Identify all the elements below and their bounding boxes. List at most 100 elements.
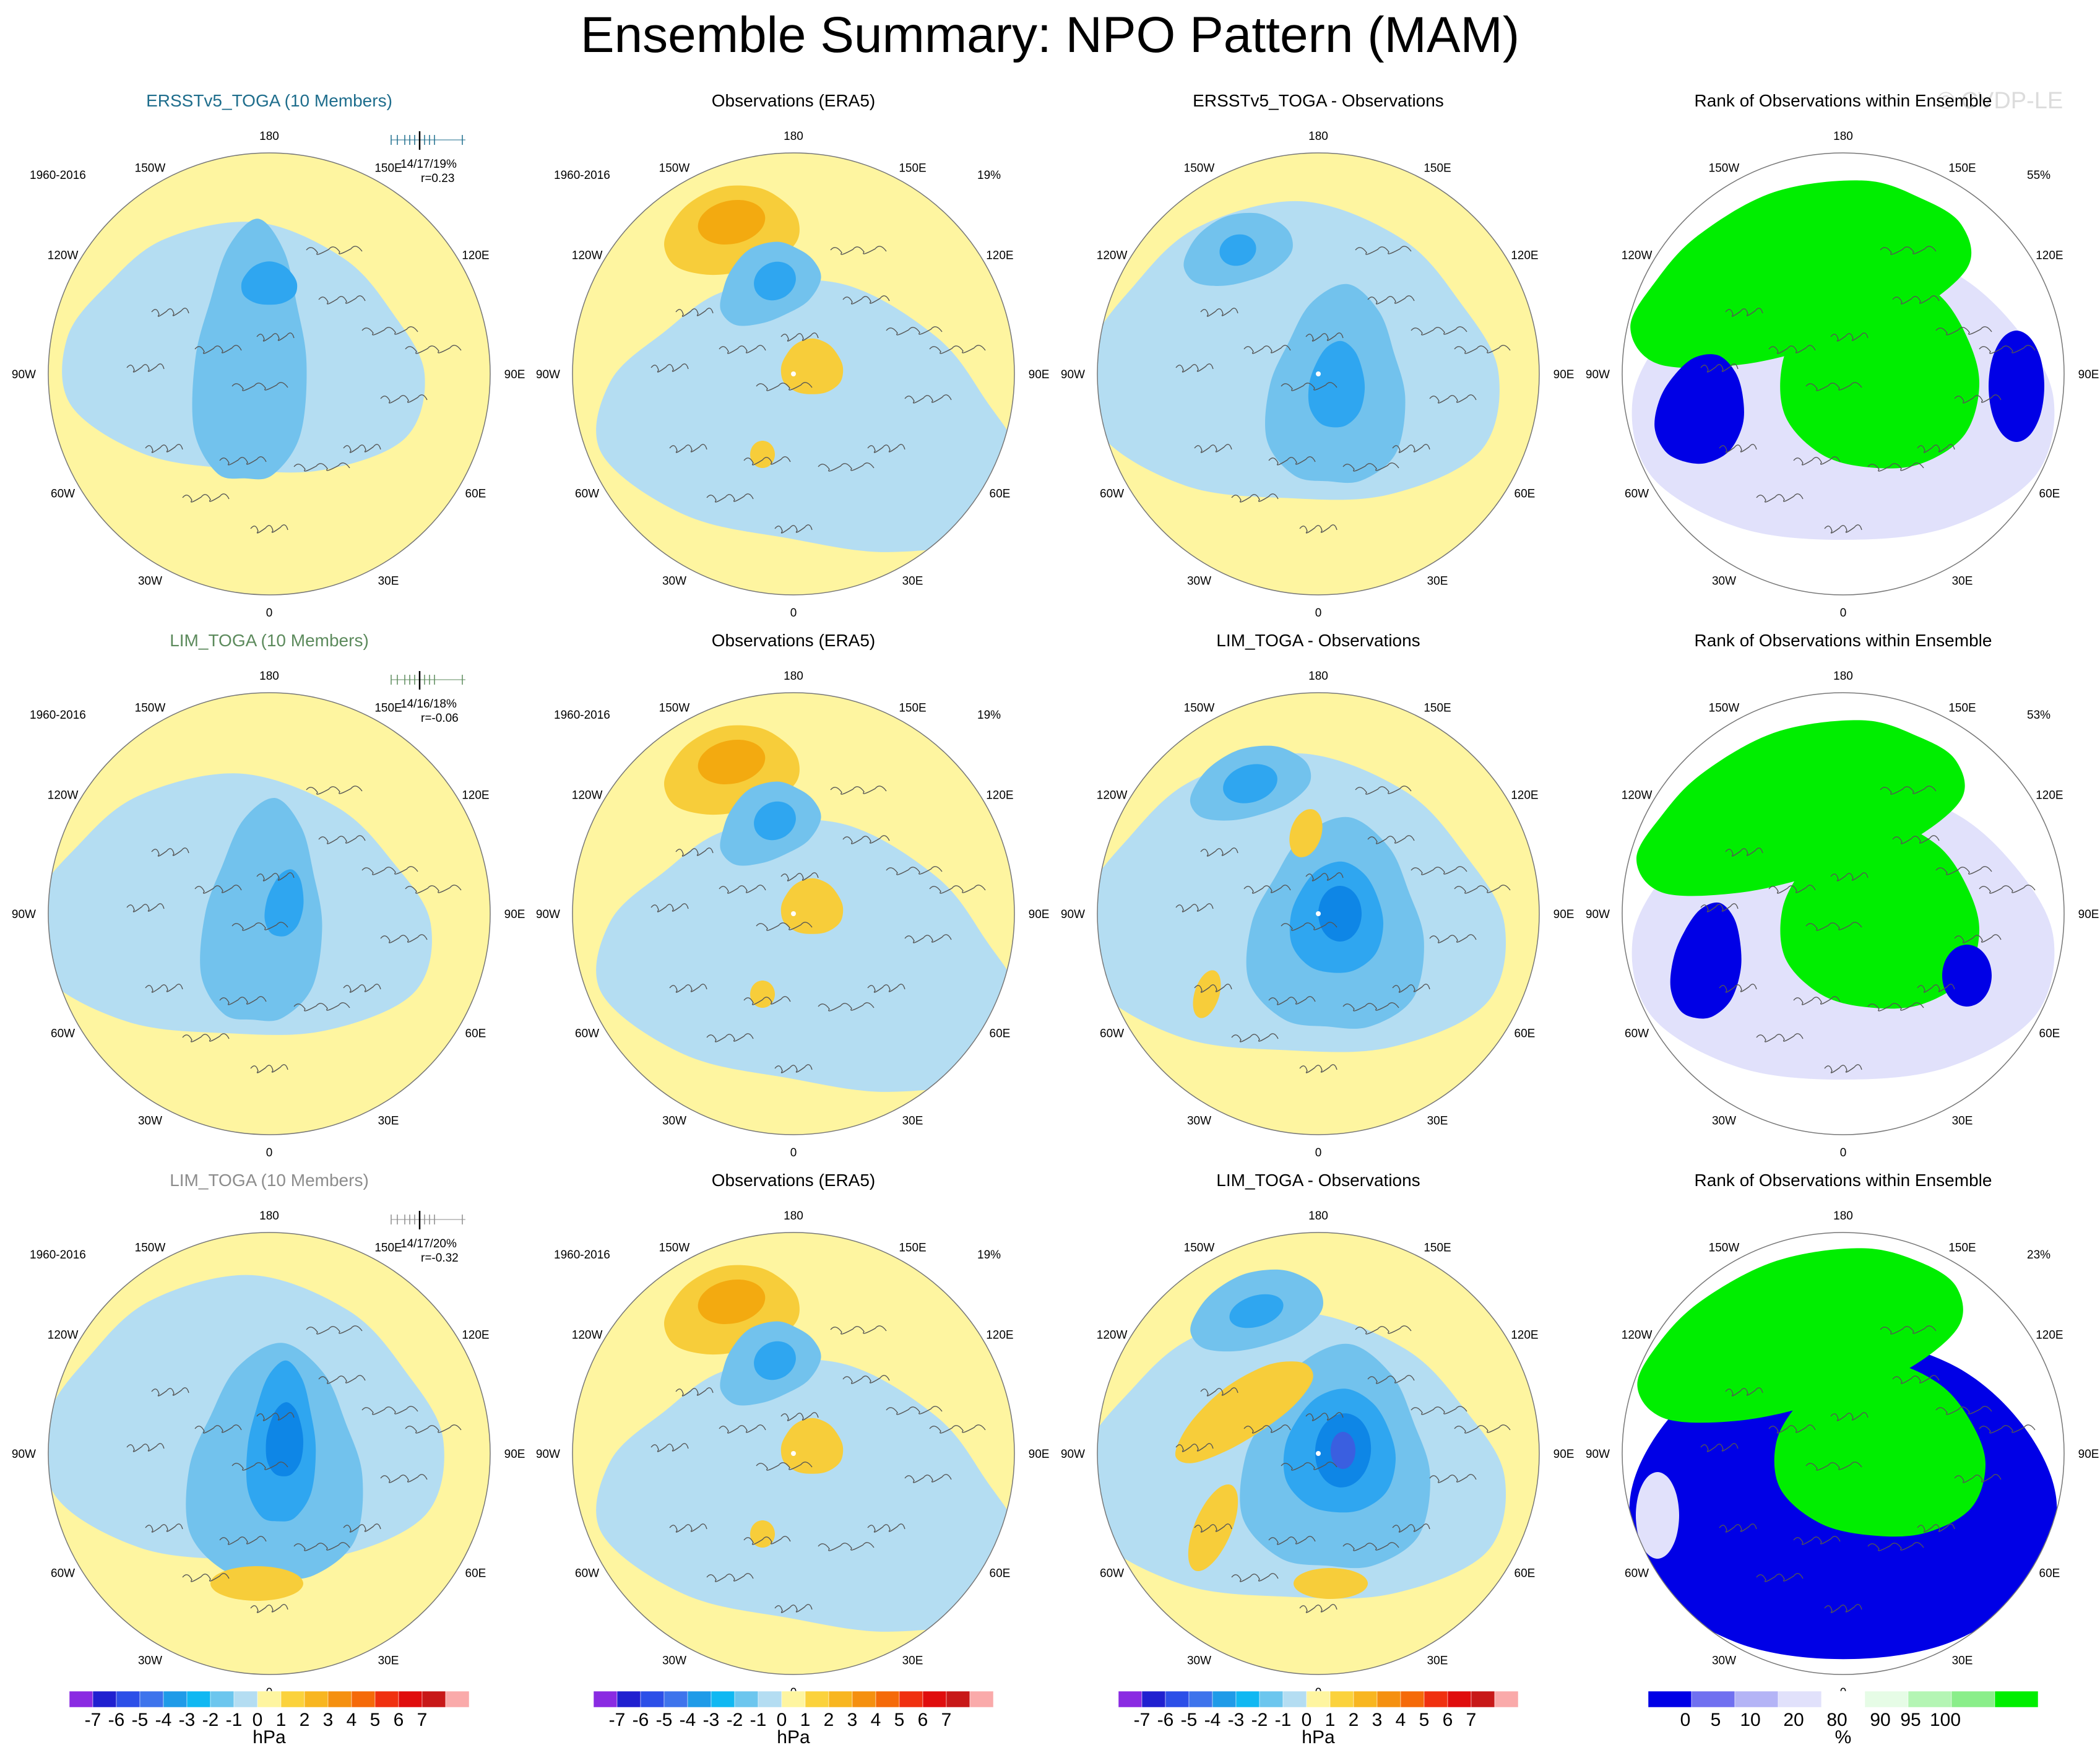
colorbar-tick-label: -1 (226, 1710, 243, 1730)
colorbar-tick-label: 95 (1900, 1710, 1921, 1730)
coastline (250, 1064, 288, 1073)
colorbar-swatch (139, 1691, 164, 1708)
coastline (1830, 1412, 1869, 1421)
colorbar-tick-label: 4 (1396, 1710, 1406, 1730)
field-contour (780, 878, 844, 934)
field-contour (698, 1280, 766, 1324)
colorbar-swatch (445, 1691, 470, 1708)
coastline (231, 922, 288, 931)
colorbar-swatch (758, 1691, 782, 1708)
coastline (1200, 308, 1238, 317)
colorbar-tick-label: 0 (1302, 1710, 1312, 1730)
longitude-label: 30E (1427, 1114, 1448, 1127)
field-contour (754, 801, 796, 841)
colorbar-swatch (186, 1691, 211, 1708)
colorbar-tick-label: -6 (108, 1710, 125, 1730)
colorbar-swatch (116, 1691, 140, 1708)
map-boundary (1622, 692, 2065, 1135)
colorbar-swatch (1118, 1691, 1143, 1708)
map-boundary (572, 152, 1015, 596)
coastline (1200, 847, 1238, 857)
longitude-label: 30E (378, 1114, 399, 1127)
longitude-label: 150W (1184, 1242, 1215, 1255)
colorbar-tick-label: 0 (253, 1710, 263, 1730)
colorbar-swatch (351, 1691, 376, 1708)
coastline (361, 866, 418, 875)
field-contour (1289, 809, 1323, 857)
colorbar-tick-label: 3 (1372, 1710, 1383, 1730)
panel-title: ERSSTv5_TOGA - Observations (1193, 91, 1444, 110)
coastline (405, 885, 462, 894)
longitude-label: 60E (1515, 488, 1536, 501)
coastline (1305, 332, 1344, 342)
map-boundary (1097, 152, 1540, 596)
colorbar-tick-label: 3 (323, 1710, 334, 1730)
polar-map-panel: 180 150E 120E 90E 60E 30E 0 30W 60W 90W 120W 150W 53… (1586, 670, 2099, 1157)
colorbar-tick-label: -1 (750, 1710, 767, 1730)
stats-r: r=0.23 (421, 172, 454, 185)
field-contour (1636, 1472, 1679, 1559)
polar-map-panel: 180150E120E90E60E30E030W60W90W120W150W23… (1586, 1210, 2099, 1697)
coastline (756, 1462, 813, 1471)
coastline (1429, 394, 1477, 404)
figure-title: Ensemble Summary: NPO Pattern (MAM) (580, 7, 1520, 63)
colorbar-swatch (304, 1691, 329, 1708)
percent-label: 19% (977, 709, 1001, 722)
coastline (1194, 1523, 1232, 1533)
colorbar-swatch (1282, 1691, 1307, 1708)
coastline (904, 394, 952, 404)
longitude-label: 120W (48, 1329, 79, 1342)
field-contour (1318, 886, 1362, 942)
coastline (1805, 922, 1862, 931)
longitude-label: 60E (465, 488, 486, 501)
longitude-label: 30W (1187, 1114, 1211, 1127)
coastline (830, 246, 887, 255)
colorbar-tick-label: 1 (800, 1710, 811, 1730)
longitude-label: 120E (462, 1329, 489, 1342)
pole-marker (791, 911, 796, 916)
colorbar-swatch (1141, 1691, 1166, 1708)
longitude-label: 150W (135, 702, 166, 715)
colorbar-tick-label: 2 (1349, 1710, 1359, 1730)
colorbar-swatch (1994, 1691, 2039, 1708)
coastline (904, 1474, 952, 1483)
colorbar-swatch (1734, 1691, 1779, 1708)
stats-r: r=-0.06 (421, 712, 459, 725)
colorbar-swatch (711, 1691, 735, 1708)
longitude-label: 90W (1061, 1448, 1085, 1461)
longitude-label: 150W (1709, 702, 1740, 715)
coastline (256, 332, 295, 342)
colorbar-tick-label: -4 (155, 1710, 172, 1730)
coastline (250, 1604, 288, 1613)
coastline (145, 444, 183, 453)
longitude-label: 0 (790, 607, 797, 617)
coastline (1700, 363, 1739, 373)
colorbar: -7 -6 -5 -4 -3 -2 -1 0 1 2 3 4 5 6 7 hPa (69, 1691, 470, 1746)
longitude-label: 120W (1097, 1329, 1128, 1342)
coastline (1429, 1474, 1477, 1483)
period-label: 1960-2016 (30, 709, 86, 722)
longitude-label: 120E (986, 789, 1013, 802)
colorbar-swatch (1259, 1691, 1284, 1708)
coastline (1979, 345, 2036, 354)
field-contour (1229, 1294, 1284, 1328)
longitude-label: 60W (51, 1567, 75, 1580)
field-contour (596, 820, 1014, 1092)
field-contour (780, 1418, 844, 1474)
colorbar-swatch (257, 1691, 282, 1708)
longitude-label: 30W (1187, 1654, 1211, 1667)
coastline (182, 1033, 230, 1042)
colorbar-unit: % (1835, 1727, 1852, 1746)
colorbar-swatch (593, 1691, 618, 1708)
colorbar: -7 -6 -5 -4 -3 -2 -1 0 1 2 3 4 5 6 7 hPa (1118, 1691, 1519, 1746)
field-contour (1219, 234, 1256, 266)
coastline (1281, 382, 1337, 391)
field-contour (1188, 1484, 1238, 1571)
coastline (1700, 1443, 1739, 1452)
coastline (774, 524, 813, 534)
map-boundary (1097, 1232, 1540, 1675)
coastline (306, 246, 363, 255)
field-contour (750, 441, 775, 468)
longitude-label: 60W (51, 1028, 75, 1041)
longitude-label: 60W (1100, 488, 1124, 501)
